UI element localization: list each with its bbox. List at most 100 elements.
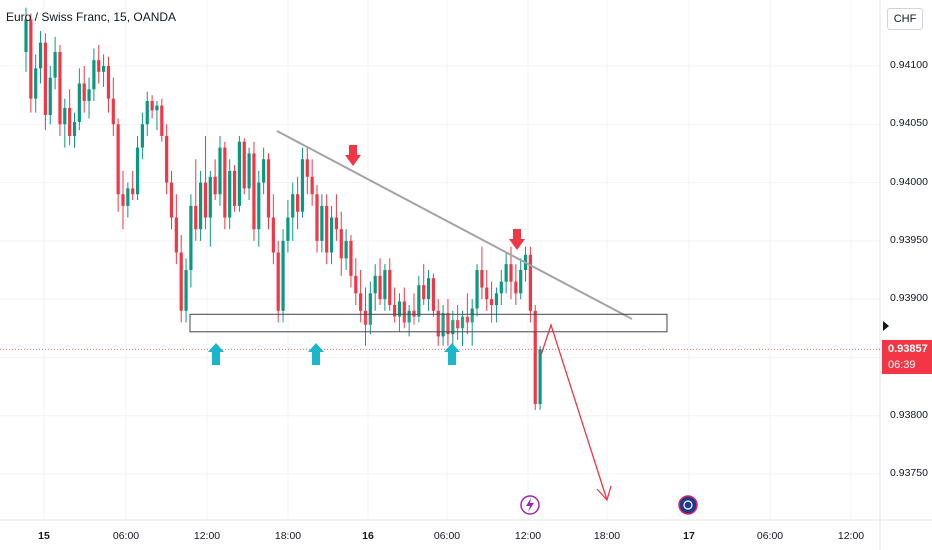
- time-tick-label: 06:00: [112, 530, 140, 542]
- candle-body: [291, 194, 295, 218]
- candle-body: [72, 121, 77, 136]
- candle-body: [92, 60, 96, 90]
- candle-body: [480, 270, 484, 288]
- candle-body: [451, 320, 455, 335]
- candle-body: [82, 83, 86, 101]
- candle-body: [281, 240, 285, 311]
- up-arrow: [208, 343, 224, 365]
- candle-body: [378, 275, 382, 300]
- candle-body: [199, 182, 203, 230]
- candle-body: [320, 205, 324, 241]
- time-tick-label: 06:00: [756, 530, 784, 542]
- candle-body: [213, 176, 217, 195]
- support-zone: [189, 313, 668, 333]
- candle-body: [349, 240, 353, 276]
- candle-body: [34, 68, 38, 99]
- candle-body: [223, 147, 227, 218]
- candle-body: [397, 301, 402, 317]
- lightning-symbol: [526, 498, 534, 512]
- currency-button[interactable]: CHF: [887, 8, 923, 30]
- candle-body: [402, 301, 406, 323]
- candle-body: [354, 275, 358, 294]
- candle-body: [29, 19, 33, 99]
- price-tick-label: 0.93950: [890, 233, 928, 246]
- time-tick-label: 18:00: [274, 530, 302, 542]
- candle-body: [43, 42, 47, 115]
- price-tick-label: 0.94100: [890, 59, 928, 71]
- candle-body: [339, 229, 343, 259]
- price-tick-label: 0.94000: [890, 175, 928, 188]
- resistance-trendline: [276, 130, 633, 320]
- candle-body: [24, 19, 28, 53]
- candle-body: [58, 52, 62, 125]
- time-tick-label: 12:00: [837, 530, 865, 542]
- candle-body: [286, 217, 290, 241]
- projection-arrowhead: [596, 485, 612, 502]
- candle-body: [194, 205, 198, 230]
- candle-body: [160, 105, 164, 136]
- time-tick-label: 12:00: [193, 530, 221, 542]
- candle-body: [102, 66, 106, 72]
- candle-body: [111, 98, 115, 125]
- economic-event-icon: [678, 495, 698, 515]
- last-price-value: 0.93857: [888, 343, 928, 355]
- candle-body: [485, 287, 489, 300]
- candle-body: [252, 153, 256, 230]
- chart-title: Euro / Swiss Franc, 15, OANDA: [6, 10, 177, 24]
- price-tick-label: 0.94050: [890, 117, 928, 130]
- candle-body: [266, 159, 271, 218]
- time-tick-label: 16: [362, 530, 374, 542]
- bar-countdown: 06:39: [888, 359, 916, 371]
- candle-body: [441, 313, 445, 337]
- candle-body: [135, 147, 140, 195]
- candle-body: [325, 205, 329, 253]
- time-tick-label: 06:00: [433, 530, 461, 542]
- candle-body: [407, 310, 411, 323]
- time-tick-label: 18:00: [593, 530, 621, 542]
- price-tick-label: 0.93800: [890, 408, 928, 421]
- candle-body: [53, 52, 57, 78]
- candle-body: [538, 349, 542, 405]
- candle-body: [131, 188, 135, 195]
- candle-body: [465, 316, 469, 323]
- candle-body: [533, 310, 537, 405]
- candle-body: [140, 124, 144, 148]
- candle-body: [460, 316, 465, 329]
- candle-body: [247, 153, 251, 189]
- candle-body: [310, 176, 314, 195]
- candle-body: [514, 281, 518, 294]
- candle-body: [218, 147, 222, 195]
- candle-body: [242, 141, 246, 189]
- candle-body: [363, 310, 368, 325]
- candle-body: [271, 217, 275, 253]
- candle-body: [426, 278, 431, 300]
- candle-body: [412, 310, 416, 317]
- candle-body: [436, 310, 440, 337]
- up-arrow: [444, 343, 460, 365]
- candle-body: [368, 293, 372, 325]
- candle-body: [329, 217, 334, 253]
- candle-body: [262, 159, 266, 183]
- candle-body: [431, 278, 435, 311]
- candle-body: [257, 182, 261, 230]
- candle-body: [155, 105, 159, 111]
- candle-body: [446, 313, 450, 335]
- projection-path: [540, 322, 608, 501]
- up-arrow: [308, 343, 324, 365]
- candle-body: [106, 66, 111, 99]
- candle-body: [470, 308, 474, 323]
- time-tick-label: 17: [683, 530, 695, 542]
- down-arrow: [345, 145, 361, 166]
- candle-body: [169, 182, 174, 218]
- price-tick-label: 0.93750: [890, 467, 928, 479]
- candle-body: [38, 42, 43, 69]
- candle-body: [237, 141, 241, 206]
- candle-body: [490, 299, 494, 305]
- candle-body: [150, 100, 154, 111]
- candle-body: [417, 285, 421, 317]
- candle-body: [165, 135, 169, 183]
- candle-body: [494, 293, 499, 305]
- time-tick-label: 15: [38, 530, 50, 542]
- candle-body: [116, 124, 120, 195]
